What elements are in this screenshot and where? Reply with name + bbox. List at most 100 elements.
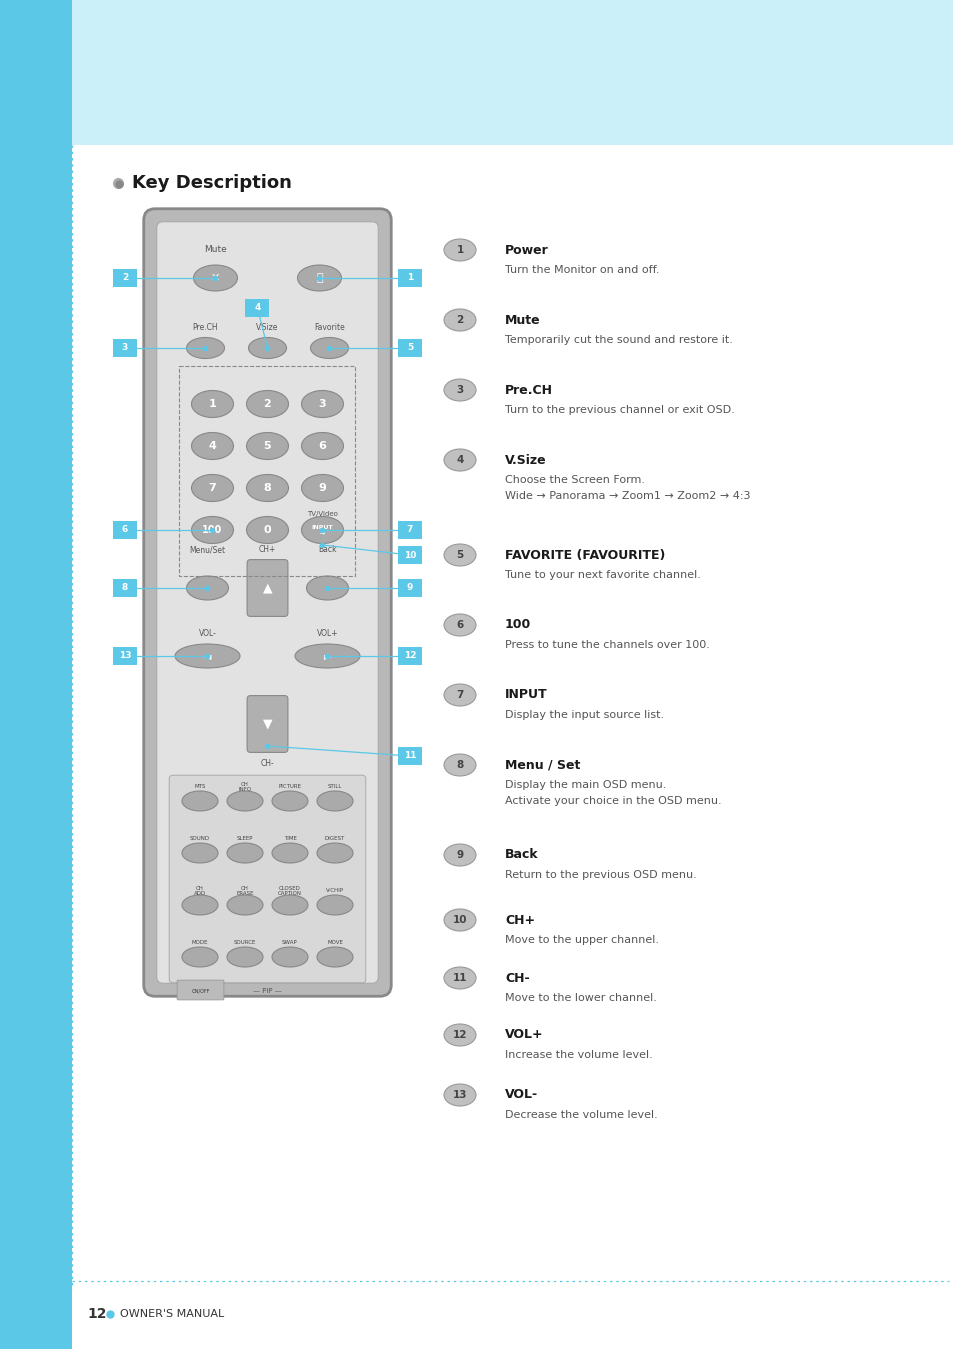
Text: V.Size: V.Size [504,453,546,467]
Ellipse shape [246,475,288,502]
Ellipse shape [316,894,353,915]
Ellipse shape [443,844,476,866]
Ellipse shape [227,843,263,863]
Text: CH
ADD: CH ADD [193,885,206,896]
FancyBboxPatch shape [169,776,365,983]
Text: Display the main OSD menu.: Display the main OSD menu. [504,780,666,791]
Text: ◄: ◄ [204,652,211,661]
Text: Pre.CH: Pre.CH [504,383,553,397]
Text: 2: 2 [122,274,128,282]
Text: V-CHIP: V-CHIP [326,889,344,893]
Text: Menu / Set: Menu / Set [504,758,579,772]
Text: ⏻: ⏻ [315,272,322,283]
Text: VOL+: VOL+ [504,1028,543,1041]
Text: Decrease the volume level.: Decrease the volume level. [504,1110,657,1120]
Text: CH
INFO: CH INFO [238,781,252,792]
FancyBboxPatch shape [112,339,137,357]
Text: CH+: CH+ [258,545,276,554]
Ellipse shape [301,475,343,502]
FancyBboxPatch shape [397,339,421,357]
Ellipse shape [246,517,288,544]
Ellipse shape [443,1024,476,1045]
Ellipse shape [246,390,288,417]
Ellipse shape [272,894,308,915]
Ellipse shape [306,576,348,600]
Ellipse shape [443,449,476,471]
Text: 0: 0 [263,525,271,536]
Ellipse shape [443,1085,476,1106]
Text: ▲: ▲ [262,581,272,595]
Text: Press to tune the channels over 100.: Press to tune the channels over 100. [504,639,709,650]
Ellipse shape [294,643,359,668]
Ellipse shape [192,390,233,417]
Ellipse shape [248,337,286,359]
FancyBboxPatch shape [397,546,421,564]
Text: 3: 3 [456,384,463,395]
Text: FAVORITE (FAVOURITE): FAVORITE (FAVOURITE) [504,549,664,561]
Ellipse shape [227,894,263,915]
Text: 2: 2 [263,399,271,409]
Text: 100: 100 [504,618,531,631]
Text: Mute: Mute [204,246,227,255]
Text: Mute: Mute [504,313,540,326]
Text: SWAP: SWAP [282,940,297,946]
FancyBboxPatch shape [112,579,137,598]
Text: 5: 5 [263,441,271,451]
Ellipse shape [316,791,353,811]
Bar [179,366,355,576]
Ellipse shape [443,309,476,331]
Text: Pre.CH: Pre.CH [193,324,218,332]
Ellipse shape [192,517,233,544]
Ellipse shape [193,264,237,291]
Text: Turn the Monitor on and off.: Turn the Monitor on and off. [504,264,659,275]
Ellipse shape [443,684,476,706]
Text: 11: 11 [403,751,416,761]
FancyBboxPatch shape [245,299,269,317]
Bar [0,0,71,1349]
FancyBboxPatch shape [247,560,288,616]
Text: SLEEP: SLEEP [236,836,253,842]
Text: 8: 8 [263,483,271,492]
Ellipse shape [316,843,353,863]
Text: MODE: MODE [192,940,208,946]
Text: 1: 1 [406,274,413,282]
FancyBboxPatch shape [112,268,137,287]
Text: 10: 10 [403,550,416,560]
Text: CH+: CH+ [504,913,535,927]
FancyBboxPatch shape [156,221,378,983]
Text: Display the input source list.: Display the input source list. [504,710,663,720]
Text: VOL+: VOL+ [316,630,338,638]
Text: 8: 8 [456,759,463,770]
Text: 6: 6 [318,441,326,451]
Text: 1: 1 [209,399,216,409]
Text: 12: 12 [87,1307,107,1321]
Text: VOL-: VOL- [504,1089,537,1102]
Text: — PIP —: — PIP — [253,987,281,994]
FancyBboxPatch shape [112,648,137,665]
Ellipse shape [301,517,343,544]
Text: Move to the lower channel.: Move to the lower channel. [504,993,657,1004]
Ellipse shape [192,433,233,460]
Text: 4: 4 [254,304,260,313]
Text: Increase the volume level.: Increase the volume level. [504,1050,652,1060]
Text: 9: 9 [456,850,463,861]
Text: 7: 7 [209,483,216,492]
Text: 8: 8 [122,584,128,592]
FancyBboxPatch shape [397,521,421,540]
Text: 9: 9 [406,584,413,592]
Text: MTS: MTS [194,785,206,789]
Text: TV/Video: TV/Video [307,511,337,517]
Text: 1: 1 [456,246,463,255]
Text: 7: 7 [456,689,463,700]
FancyBboxPatch shape [247,696,288,753]
Text: Wide → Panorama → Zoom1 → Zoom2 → 4:3: Wide → Panorama → Zoom1 → Zoom2 → 4:3 [504,491,750,500]
Text: 3: 3 [122,344,128,352]
Ellipse shape [443,909,476,931]
Text: Power: Power [504,244,548,256]
Text: 13: 13 [118,652,132,661]
FancyBboxPatch shape [112,521,137,540]
Text: Move to the upper channel.: Move to the upper channel. [504,935,659,946]
Text: Menu/Set: Menu/Set [190,545,225,554]
Text: 6: 6 [122,526,128,534]
Text: DIGEST: DIGEST [325,836,345,842]
